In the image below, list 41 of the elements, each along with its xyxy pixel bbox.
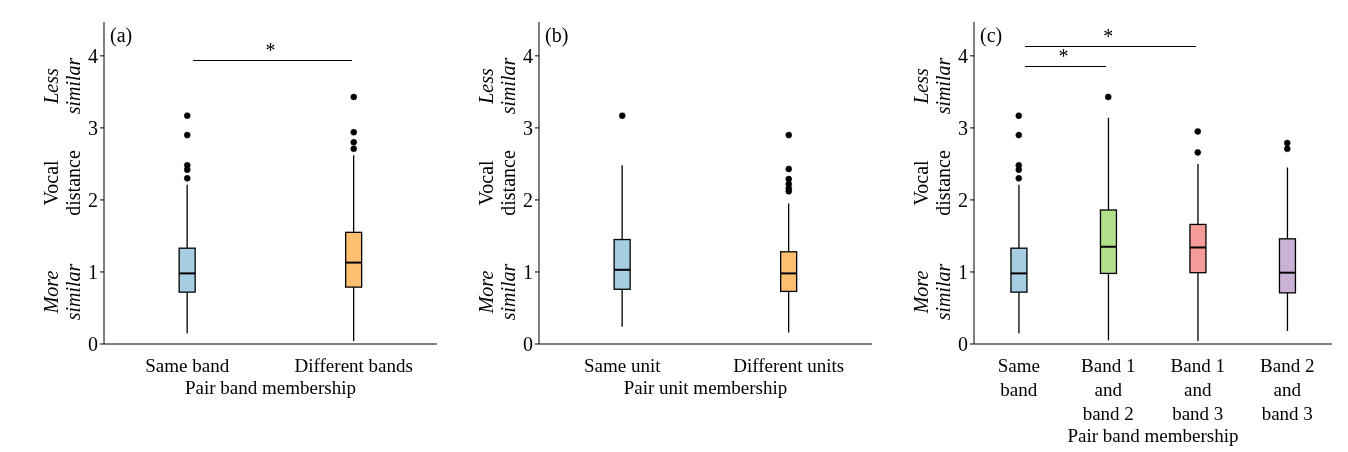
chart-title: (b) bbox=[545, 24, 569, 47]
y-tick-label: 1 bbox=[523, 261, 533, 284]
y-tick-label: 0 bbox=[88, 333, 98, 356]
y-tick-label: 1 bbox=[88, 261, 98, 284]
y-axis-title: Vocal distance bbox=[475, 150, 519, 216]
y-axis-title: Vocal distance bbox=[910, 150, 954, 216]
y-tick-label: 3 bbox=[88, 116, 98, 139]
x-tick-label: Same band bbox=[145, 355, 230, 376]
y-tick-label: 4 bbox=[88, 44, 98, 67]
annotation: * bbox=[1103, 25, 1114, 49]
y-tick-label: 2 bbox=[88, 189, 98, 212]
y-tick-label: 0 bbox=[523, 333, 533, 356]
text: Less similar bbox=[40, 58, 84, 115]
x-tick-label: Same band bbox=[997, 355, 1040, 400]
text: Less similar bbox=[475, 58, 519, 115]
annotation: * bbox=[265, 38, 276, 62]
x-axis-title: Pair band membership bbox=[1067, 425, 1239, 446]
y-tick-label: 3 bbox=[523, 116, 533, 139]
x-tick-label: Different bands bbox=[294, 355, 413, 376]
x-tick-label: Same unit bbox=[583, 355, 662, 376]
y-tick-label: 4 bbox=[958, 44, 968, 67]
y-tick-label: 1 bbox=[958, 261, 968, 284]
chart-title: (c) bbox=[980, 24, 1003, 47]
text: More similar bbox=[910, 264, 954, 321]
y-tick-label: 3 bbox=[958, 116, 968, 139]
y-tick-label: 2 bbox=[523, 189, 533, 212]
x-axis-title: Pair band membership bbox=[185, 377, 356, 398]
x-tick-label: Band 2 and band 3 bbox=[1260, 355, 1315, 424]
x-tick-label: Band 1 and band 2 bbox=[1081, 355, 1136, 424]
x-axis-title: Pair unit membership bbox=[623, 377, 788, 398]
chart-title: (a) bbox=[110, 24, 133, 47]
x-tick-label: Band 1 and band 3 bbox=[1170, 355, 1225, 424]
text: More similar bbox=[475, 264, 519, 321]
y-axis-title: Vocal distance bbox=[40, 150, 84, 216]
y-tick-label: 0 bbox=[958, 333, 968, 356]
y-tick-label: 4 bbox=[523, 44, 533, 67]
x-tick-label: Different units bbox=[733, 355, 845, 376]
annotation: * bbox=[1058, 44, 1069, 68]
text: Less similar bbox=[910, 58, 954, 115]
text: More similar bbox=[40, 264, 84, 321]
y-tick-label: 2 bbox=[958, 189, 968, 212]
